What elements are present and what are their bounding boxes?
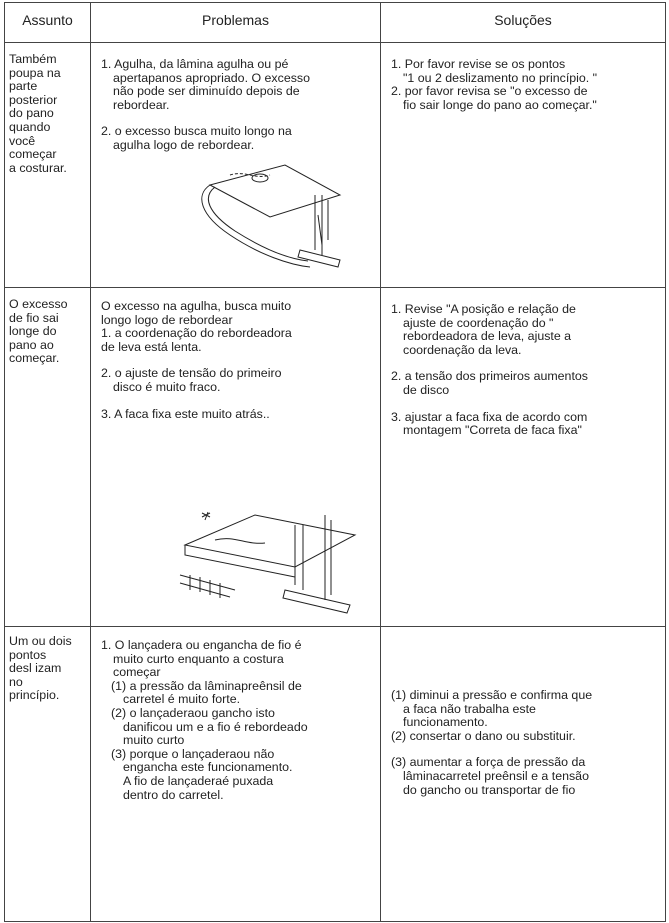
text-line: pano ao [9, 337, 54, 352]
table-cell: O excesso de fio sai longe do pano ao começa… [4, 287, 91, 627]
text-line: de disco [403, 382, 450, 397]
text-line: de leva está lenta. [101, 339, 202, 354]
text-line: rebordeadora de leva, ajuste a [403, 329, 572, 344]
text-line: 3. A faca fixa este muito atrás.. [101, 406, 270, 421]
text-line: a costurar. [9, 160, 67, 175]
table-cell: 1. Por favor revise se os pontos "1 ou 2 … [380, 42, 666, 288]
text-line: parte [9, 79, 38, 94]
text-line: muito curto enquanto a costura [113, 651, 284, 666]
text-line: agulha logo de rebordear. [113, 137, 255, 152]
text-line: Um ou dois [9, 634, 72, 648]
text-line: não pode ser diminuído depois de [113, 84, 300, 99]
table-cell: 1. O lançadera ou engancha de fio é muito… [90, 626, 381, 922]
table-cell: 1. Agulha, da lâmina agulha ou pé apertap… [90, 42, 381, 288]
table-cell: (1) diminui a pressão e confirma que a fa… [380, 626, 666, 922]
paragraph: (1) diminui a pressão e confirma que a fa… [391, 688, 665, 743]
text-line: Também [9, 52, 57, 66]
header-text: Soluções [494, 12, 552, 28]
text-line: do gancho ou transportar de fio [403, 782, 576, 797]
text-line: montagem "Correta de faca fixa" [403, 423, 582, 438]
text-line: (1) a pressão da lâminapreênsil de [111, 678, 302, 693]
paragraph: 3. A faca fixa este muito atrás.. [101, 406, 380, 422]
text-line: 1. Por favor revise se os pontos [391, 57, 566, 71]
illustration [201, 164, 342, 268]
text-line: A fio de lançaderaé puxada [123, 773, 274, 788]
illustration [179, 511, 357, 614]
text-line: disco é muito fraco. [113, 379, 221, 394]
text-line: (2) o lançaderaou gancho isto [111, 705, 275, 720]
text-line: longe do [9, 324, 57, 339]
text-line: 1. Agulha, da lâmina agulha ou pé [101, 57, 289, 71]
text-line: dentro do carretel. [123, 787, 224, 802]
text-line: começar [113, 665, 161, 680]
text-line: no [9, 674, 23, 689]
text-line: 1. O lançadera ou engancha de fio é [101, 638, 302, 652]
paragraph: Um ou dois pontos desl izam no princípio. [9, 634, 90, 703]
table-cell: 1. Revise "A posição e relação de ajuste … [380, 287, 666, 627]
text-line: de fio sai [9, 310, 59, 325]
text-line: coordenação da leva. [403, 342, 522, 357]
table-cell: Um ou dois pontos desl izam no princípio. [4, 626, 91, 922]
text-line: engancha este funcionamento. [123, 760, 293, 775]
text-line: princípio. [9, 688, 60, 703]
text-line: fio sair longe do pano ao começar." [403, 97, 597, 112]
text-line: 1. Revise "A posição e relação de [391, 302, 576, 316]
header-cell: Assunto [4, 2, 91, 43]
text-line: O excesso na agulha, busca muito [101, 299, 292, 313]
header-cell: Soluções [380, 2, 666, 43]
table-cell: Também poupa na parte posterior do pano quand… [4, 42, 91, 288]
text-line: poupa na [9, 65, 61, 80]
paragraph: 3. ajustar a faca fixa de acordo com mont… [391, 409, 665, 438]
text-line: ajuste de coordenação do " [403, 315, 554, 330]
paragraph: 1. Revise "A posição e relação de ajuste … [391, 302, 665, 357]
text-line: 2. a tensão dos primeiros aumentos [391, 369, 588, 384]
text-line: começar [9, 147, 57, 162]
paragraph: Também poupa na parte posterior do pano quand… [9, 52, 90, 175]
text-line: muito curto [123, 733, 185, 748]
text-line: apertapanos apropriado. O excesso [113, 70, 310, 85]
text-line: (3) aumentar a força de pressão da [391, 755, 586, 770]
paragraph: 2. o ajuste de tensão do primeiro disco é… [101, 367, 380, 394]
text-line: 2. por favor revisa se "o excesso de [391, 84, 588, 99]
text-line: longo logo de rebordear [101, 312, 233, 327]
text-line: danificou um e a fio é rebordeado [123, 719, 308, 734]
text-line: pontos [9, 647, 47, 662]
text-line: O excesso [9, 297, 68, 311]
text-line: funcionamento. [403, 715, 488, 730]
text-line: desl izam [9, 661, 62, 676]
text-line: (3) porque o lançaderaou não [111, 746, 275, 761]
text-line: você [9, 133, 36, 148]
text-line: rebordear. [113, 97, 170, 112]
header-text: Assunto [22, 12, 73, 28]
text-line: carretel é muito forte. [123, 692, 241, 707]
text-line: (1) diminui a pressão e confirma que [391, 688, 593, 702]
text-line: do pano [9, 106, 54, 121]
paragraph: O excesso na agulha, busca muito longo lo… [101, 299, 380, 354]
header-cell: Problemas [90, 2, 381, 43]
paragraph: 1. O lançadera ou engancha de fio é muito… [101, 638, 380, 802]
text-line: 1. a coordenação do rebordeadora [101, 326, 292, 341]
text-line: (2) consertar o dano ou substituir. [391, 728, 576, 743]
paragraph: 2. a tensão dos primeiros aumentos de dis… [391, 370, 665, 397]
table-cell: O excesso na agulha, busca muito longo lo… [90, 287, 381, 627]
text-line: posterior [9, 92, 58, 107]
paragraph: O excesso de fio sai longe do pano ao começa… [9, 297, 90, 366]
text-line: a faca não trabalha este [403, 701, 536, 716]
paragraph: (3) aumentar a força de pressão da lâmina… [391, 756, 665, 797]
header-text: Problemas [202, 12, 269, 28]
text-line: lâminacarretel preênsil e a tensão [403, 768, 589, 783]
paragraph: 1. Por favor revise se os pontos "1 ou 2 … [391, 57, 665, 112]
text-line: começar. [9, 351, 60, 366]
paragraph: 1. Agulha, da lâmina agulha ou pé apertap… [101, 57, 380, 112]
paragraph: 2. o excesso busca muito longo na agulha … [101, 125, 380, 152]
text-line: "1 ou 2 deslizamento no princípio. " [403, 70, 598, 85]
text-line: 3. ajustar a faca fixa de acordo com [391, 409, 588, 424]
text-line: quando [9, 119, 51, 134]
text-line: 2. o ajuste de tensão do primeiro [101, 366, 282, 381]
text-line: 2. o excesso busca muito longo na [101, 124, 292, 139]
